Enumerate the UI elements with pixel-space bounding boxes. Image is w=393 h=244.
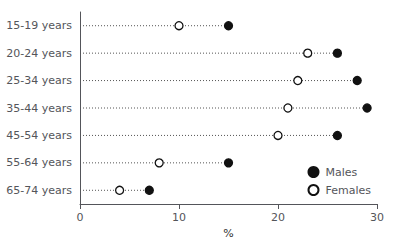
svg-text:20-24 years: 20-24 years [6, 47, 72, 60]
svg-text:65-74 years: 65-74 years [6, 184, 72, 197]
svg-text:30: 30 [370, 211, 384, 224]
svg-text:15-19 years: 15-19 years [6, 19, 72, 32]
svg-text:Females: Females [325, 184, 371, 197]
svg-text:35-44 years: 35-44 years [6, 102, 72, 115]
svg-text:10: 10 [172, 211, 186, 224]
svg-text:25-34 years: 25-34 years [6, 74, 72, 87]
svg-text:55-64 years: 55-64 years [6, 156, 72, 169]
svg-text:0: 0 [77, 211, 84, 224]
svg-text:20: 20 [271, 211, 285, 224]
svg-text:Males: Males [325, 166, 357, 179]
svg-text:%: % [223, 227, 233, 240]
svg-text:45-54 years: 45-54 years [6, 129, 72, 142]
